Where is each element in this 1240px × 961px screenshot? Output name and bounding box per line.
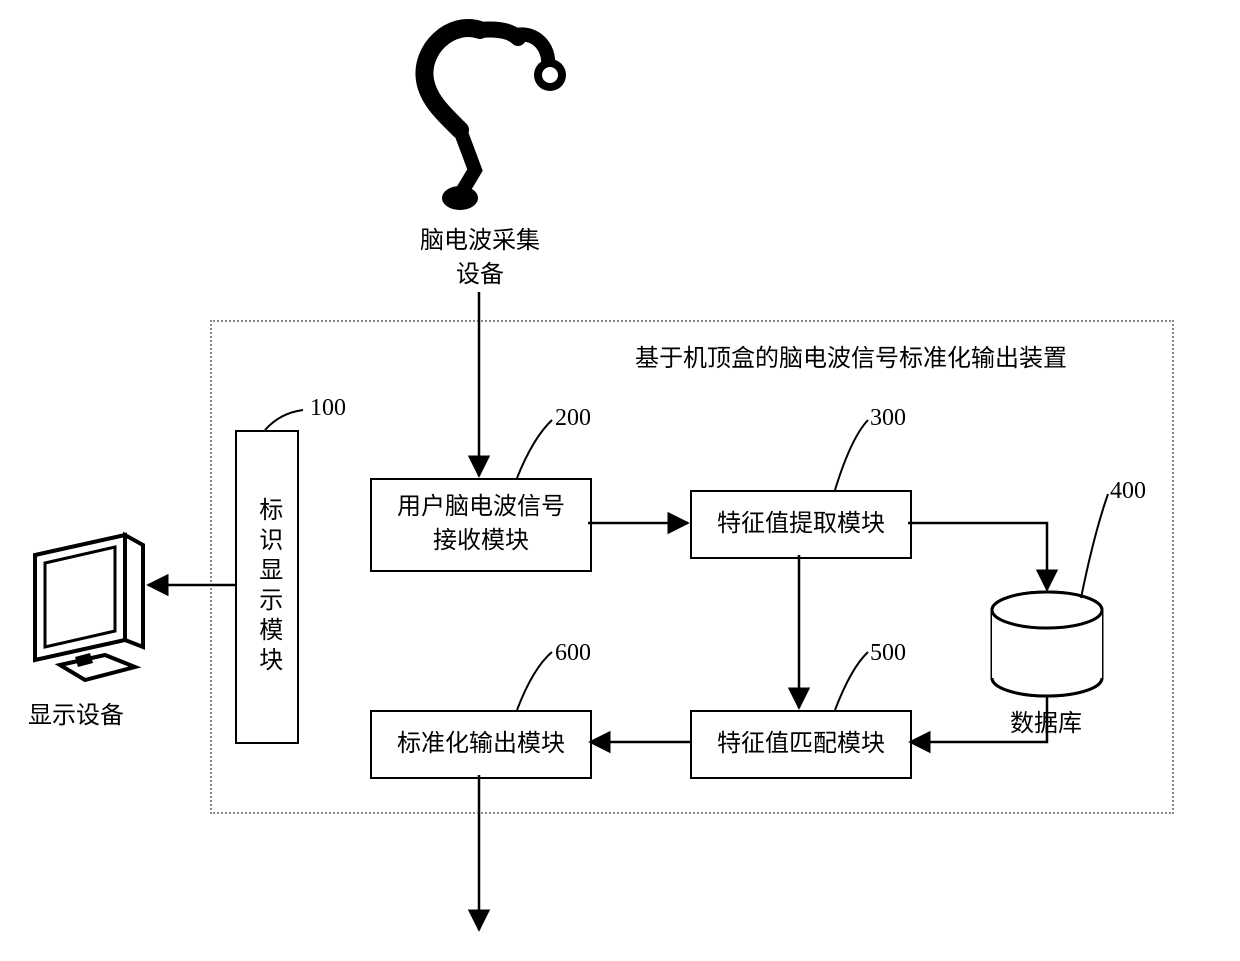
node-500-label: 特征值匹配模块 <box>717 728 885 762</box>
headset-icon <box>424 28 566 210</box>
node-500: 特征值匹配模块 <box>690 710 912 779</box>
node-200-label2: 接收模块 <box>433 525 529 559</box>
node-600: 标准化输出模块 <box>370 710 592 779</box>
monitor-icon <box>35 535 143 680</box>
headset-label: 脑电波采集 设备 <box>380 225 580 292</box>
node-100: 标识显示模块 <box>235 430 299 744</box>
container-title: 基于机顶盒的脑电波信号标准化输出装置 <box>635 338 1067 373</box>
num-200: 200 <box>555 405 591 432</box>
num-400: 400 <box>1110 478 1146 505</box>
node-300: 特征值提取模块 <box>690 490 912 559</box>
node-100-label: 标识显示模块 <box>250 497 284 677</box>
num-300: 300 <box>870 405 906 432</box>
num-100: 100 <box>310 395 346 422</box>
node-200: 用户脑电波信号 接收模块 <box>370 478 592 572</box>
num-500: 500 <box>870 640 906 667</box>
node-200-label1: 用户脑电波信号 <box>397 491 565 525</box>
diagram-root: 基于机顶盒的脑电波信号标准化输出装置 标识显示模块 用户脑电波信号 接收模块 特… <box>0 0 1240 961</box>
node-300-label: 特征值提取模块 <box>717 508 885 542</box>
monitor-label: 显示设备 <box>28 695 124 730</box>
node-600-label: 标准化输出模块 <box>397 728 565 762</box>
num-600: 600 <box>555 640 591 667</box>
database-label: 数据库 <box>1010 703 1082 738</box>
